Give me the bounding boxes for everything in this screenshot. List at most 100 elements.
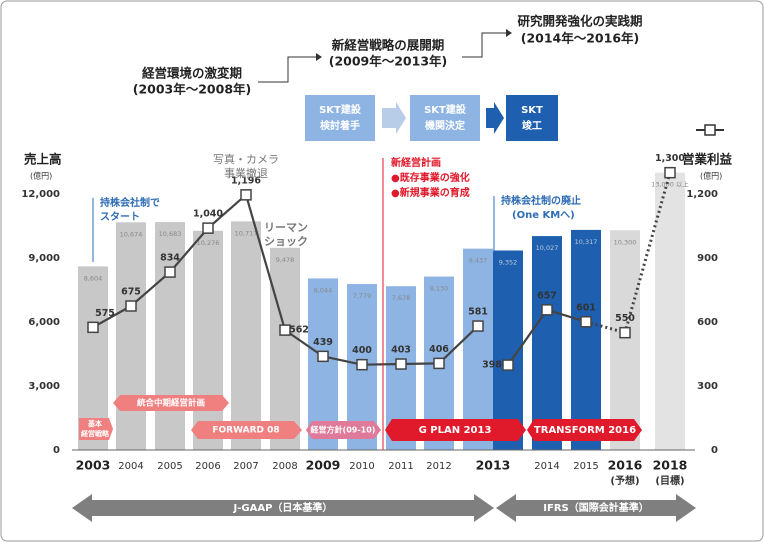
plan-ribbon [385, 419, 526, 441]
plan-label: 経営戦略 [81, 429, 110, 438]
line-marker [240, 189, 252, 201]
plan-ribbon [527, 419, 642, 441]
y2-title: 営業利益 [682, 152, 733, 167]
y2-tick-label: 600 [697, 317, 718, 328]
x-tick-label: 2006 [195, 461, 220, 472]
bar [610, 230, 640, 450]
step-label: SKT建設 [424, 103, 467, 116]
step-arrow [486, 102, 504, 134]
x-tick-label: 2012 [426, 461, 451, 472]
line-marker [164, 266, 176, 278]
annotations: 持株会社制で スタート 写真・カメラ 事業撤退 リーマン ショック 新経営計画 … [92, 152, 581, 450]
line-value-label: 1,196 [231, 175, 261, 186]
x-tick-label: 2007 [233, 461, 258, 472]
annotation: スタート [100, 211, 140, 223]
step-label: SKT [521, 105, 543, 116]
axis-titles: 売上高 (億円) 営業利益 (億円) [24, 124, 733, 181]
legend-marker [704, 124, 716, 136]
line-value-label: 406 [429, 344, 449, 355]
annotation: 事業撤退 [224, 166, 268, 180]
step-arrow [382, 102, 406, 134]
line-value-label: 1,040 [193, 209, 223, 220]
plan-label: FORWARD 08 [212, 426, 279, 436]
line-marker [87, 321, 99, 334]
period-arrow [462, 32, 508, 58]
period-title: 経営環境の激変期 [142, 66, 242, 81]
period-range: (2014年～2016年) [521, 31, 640, 46]
plans: 基本 経営戦略 統合中期経営計画 FORWARD 08 経営方針(09-10) … [79, 395, 642, 441]
line-value-label: 581 [468, 307, 488, 318]
bar-value-label: 7,678 [392, 294, 411, 302]
bar-value-label: 8,130 [430, 285, 449, 293]
line-value-label: 550 [615, 313, 635, 324]
line-value-label: 400 [352, 345, 372, 356]
x-tick-label: 2009 [306, 458, 341, 473]
line-marker [125, 300, 137, 312]
line-marker [395, 358, 407, 370]
bar [571, 229, 601, 450]
plan-ribbon [306, 421, 381, 439]
plan-ribbon [79, 418, 113, 440]
bar-value-label: 10,683 [159, 230, 182, 238]
period-range: (2009年～2013年) [329, 54, 448, 69]
step-label: SKT建設 [319, 103, 362, 116]
bar-value-label: 10,674 [120, 230, 143, 238]
annotation: 写真・カメラ [213, 152, 279, 166]
bar [193, 230, 223, 450]
y2-tick-label: 1,200 [686, 189, 718, 200]
line-marker [317, 350, 329, 363]
line-value-label: 398 [482, 360, 502, 371]
line-value-label: 403 [391, 345, 411, 356]
x-tick-note: (予想) [610, 474, 639, 487]
line-value-label: 834 [160, 253, 180, 264]
y-tick-label: 6,000 [28, 317, 60, 328]
bar [231, 221, 261, 450]
y2-tick-label: 300 [697, 381, 718, 392]
step-box [305, 95, 375, 141]
line-marker [472, 320, 484, 332]
step-label: 検討着手 [320, 119, 360, 132]
bar-value-label: 10,717 [235, 229, 258, 237]
x-tick-label: 2010 [349, 461, 374, 472]
bar-value-label: 13,000 以上 [651, 180, 689, 189]
x-tick-label: 2014 [534, 461, 559, 472]
plan-label: 統合中期経営計画 [137, 398, 205, 409]
y-tick-label: 3,000 [28, 381, 60, 392]
bar-value-label: 10,300 [614, 238, 637, 246]
plan-ribbon [191, 421, 302, 439]
y-tick-label: 9,000 [28, 253, 60, 264]
x-tick-label: 2005 [157, 461, 182, 472]
period-arrow [258, 56, 318, 83]
x-tick-label: 2003 [76, 458, 111, 473]
y-unit: (億円) [30, 171, 52, 181]
bar-value-label: 10,027 [536, 244, 559, 252]
bar [463, 248, 493, 450]
plan-label: 経営方針(09-10) [311, 425, 376, 435]
bar-value-label: 7,779 [353, 292, 372, 300]
plan-label: G PLAN 2013 [419, 425, 492, 436]
annotation: 持株会社制で [100, 196, 160, 209]
line-marker [202, 222, 214, 234]
line-marker [279, 324, 291, 336]
bar-value-label: 10,276 [197, 239, 220, 247]
steps: SKT建設 検討着手 SKT建設 機関決定 SKT 竣工 [305, 95, 558, 141]
arrowhead [316, 53, 322, 61]
line-marker [433, 357, 445, 370]
bar [116, 222, 146, 450]
bar [532, 236, 562, 450]
annotation: ●既存事業の強化 [391, 171, 470, 184]
bar-value-label: 10,317 [575, 238, 598, 246]
standard-arrow [496, 494, 696, 522]
arrowhead [506, 29, 512, 37]
bar [270, 247, 300, 450]
y-tick-label: 0 [53, 445, 60, 456]
standards: J-GAAP（日本基準） IFRS（国際会計基準） [72, 494, 696, 522]
step-box [506, 95, 558, 141]
bar-value-label: 9,437 [469, 257, 488, 265]
annotation: 持株会社制の廃止 [501, 194, 581, 207]
plan-ribbon [113, 395, 229, 411]
line-value-label: 675 [121, 287, 141, 298]
line-value-label: 575 [95, 308, 115, 319]
x-tick-label: 2016 [608, 458, 643, 473]
